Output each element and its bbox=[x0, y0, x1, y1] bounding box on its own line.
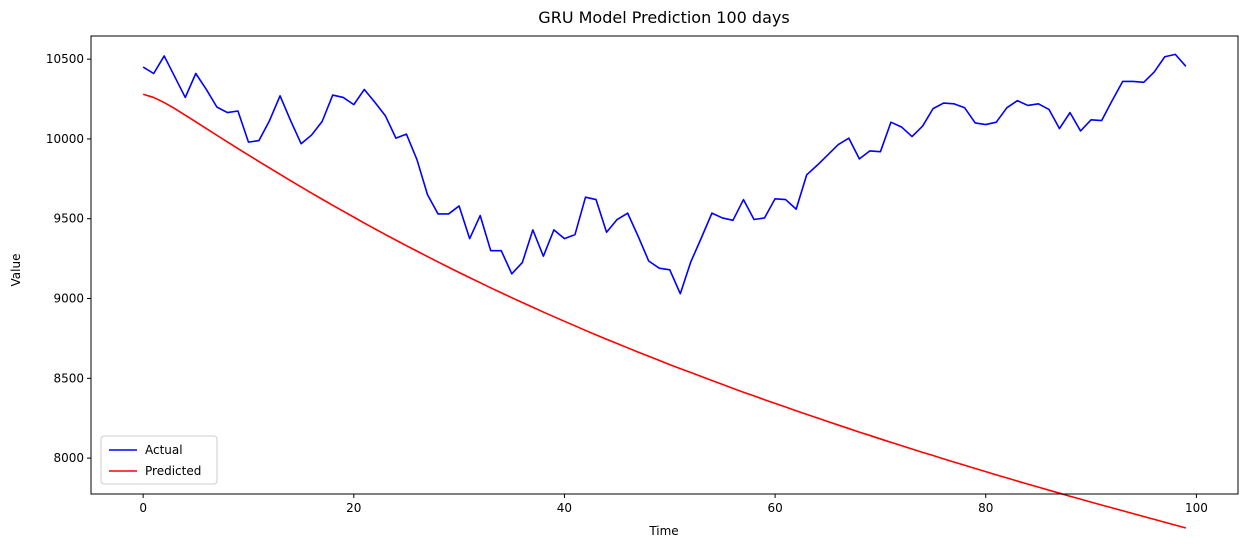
legend-box bbox=[100, 435, 218, 485]
y-tick-label: 9500 bbox=[53, 212, 84, 226]
y-tick-label: 9000 bbox=[53, 292, 84, 306]
series-layer bbox=[142, 53, 1187, 529]
y-tick-label: 8500 bbox=[53, 371, 84, 385]
x-axis-label: Time bbox=[648, 524, 678, 538]
chart-title: GRU Model Prediction 100 days bbox=[538, 8, 789, 27]
plot-frame bbox=[90, 35, 1239, 495]
y-tick-label: 8000 bbox=[53, 451, 84, 465]
x-tick-label: 80 bbox=[978, 501, 993, 515]
y-axis-label: Value bbox=[9, 254, 23, 287]
x-tick-label: 60 bbox=[767, 501, 782, 515]
legend-label-actual: Actual bbox=[145, 443, 183, 457]
x-tick-label: 0 bbox=[139, 501, 147, 515]
x-tick-label: 20 bbox=[346, 501, 361, 515]
ticks-layer: 0 20 40 60 80 100 8000 8500 9000 9500 10000 10500 bbox=[46, 52, 1208, 515]
y-tick-label: 10500 bbox=[46, 52, 84, 66]
legend-label-predicted: Predicted bbox=[145, 464, 201, 478]
x-tick-label: 40 bbox=[557, 501, 572, 515]
series-line-predicted bbox=[142, 93, 1187, 529]
x-tick-label: 100 bbox=[1185, 501, 1208, 515]
y-tick-label: 10000 bbox=[46, 132, 84, 146]
series-line-actual bbox=[142, 53, 1187, 295]
legend: Actual Predicted bbox=[100, 435, 218, 485]
